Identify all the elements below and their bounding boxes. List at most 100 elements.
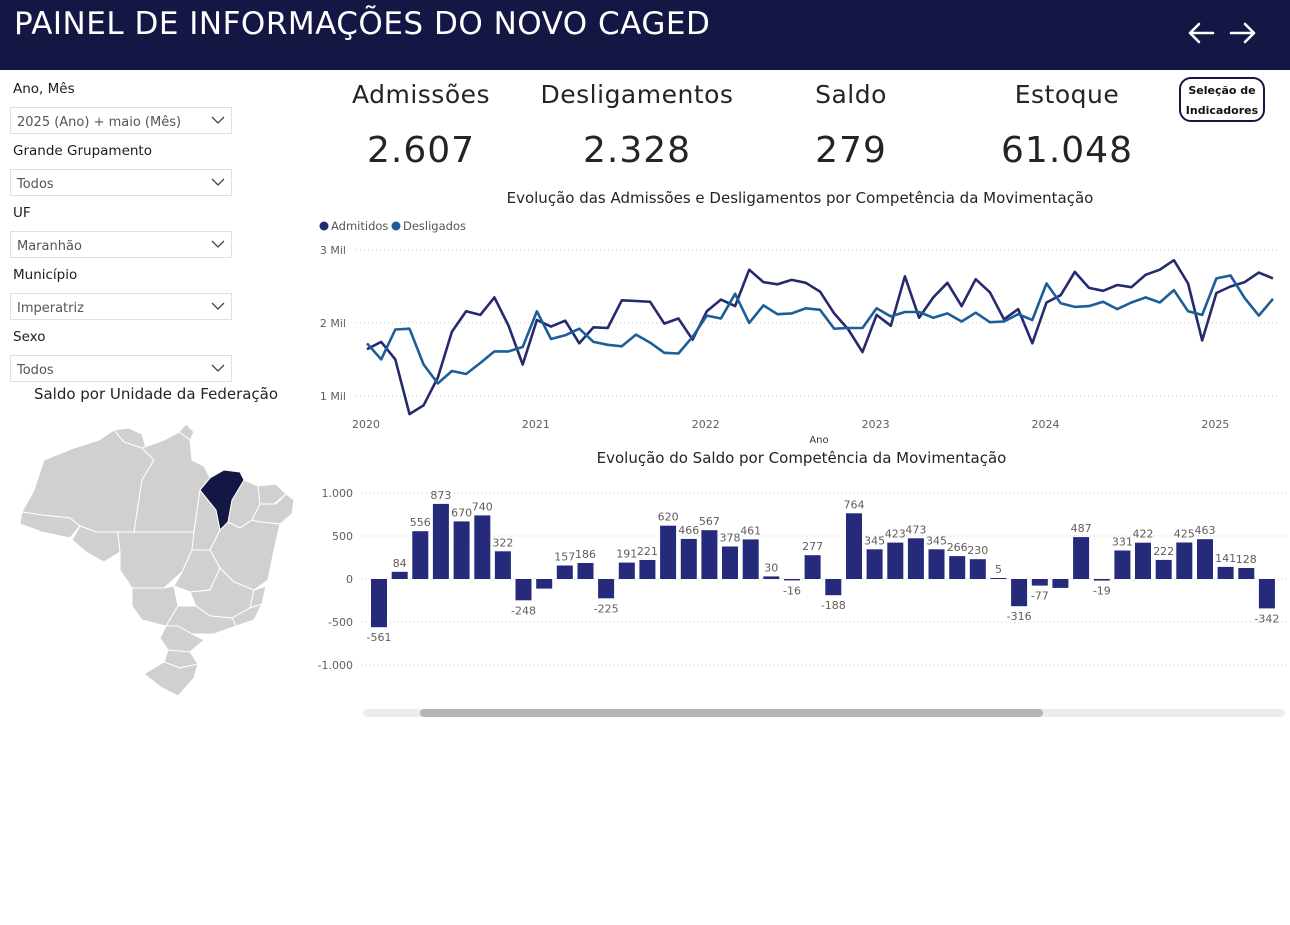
selecao-indicadores-line1: Seleção de [1188, 84, 1256, 97]
saldo-bar[interactable] [391, 571, 408, 579]
chevron-down-icon [211, 116, 225, 124]
line-chart-title: Evolução das Admissões e Desligamentos p… [506, 189, 1094, 207]
saldo-bar[interactable] [784, 579, 800, 581]
selecao-indicadores-line2: Indicadores [1185, 104, 1259, 117]
saldo-bar[interactable] [536, 579, 553, 589]
saldo-bar[interactable] [1011, 579, 1028, 607]
line-chart-xlabel: Ano [809, 435, 828, 446]
saldo-bar[interactable] [618, 562, 635, 579]
saldo-bar[interactable] [598, 579, 615, 599]
saldo-bar[interactable] [1052, 579, 1069, 588]
saldo-bar[interactable] [969, 559, 986, 579]
saldo-bar[interactable] [371, 579, 387, 628]
filter-select-grande-grupamento[interactable]: Todos [10, 169, 232, 196]
saldo-bar-label: 345 [864, 534, 885, 547]
saldo-bar-label: 345 [926, 534, 947, 547]
line-series-admitidos[interactable] [366, 258, 1274, 416]
saldo-bar[interactable] [474, 515, 491, 579]
map-title: Saldo por Unidade da Federação [33, 385, 279, 403]
saldo-bar-label: 266 [947, 541, 968, 554]
saldo-bar[interactable] [1135, 542, 1151, 579]
line-xtick-label: 2021 [522, 418, 550, 431]
saldo-bar-label: 423 [885, 528, 906, 541]
saldo-bar[interactable] [1093, 579, 1110, 581]
bar-ytick-label: -500 [328, 616, 353, 629]
saldo-bar[interactable] [1155, 559, 1172, 579]
saldo-bar-label: 222 [1153, 545, 1174, 558]
saldo-bar[interactable] [1073, 537, 1090, 579]
saldo-bar[interactable] [928, 549, 945, 579]
arrow-right-icon[interactable] [1228, 18, 1258, 48]
saldo-bar[interactable] [1031, 579, 1048, 586]
saldo-bar[interactable] [804, 555, 821, 579]
line-ytick-label: 1 Mil [320, 390, 346, 403]
map-state-ap [178, 423, 195, 441]
saldo-bar[interactable] [722, 546, 738, 580]
saldo-bar[interactable] [701, 530, 718, 579]
filter-select-ano-mes[interactable]: 2025 (Ano) + maio (Mês) [10, 107, 232, 134]
line-chart[interactable]: Admitidos Desligados 1 Mil 2 Mil 3 Mil 202… [310, 212, 1290, 448]
saldo-bar[interactable] [846, 513, 862, 579]
filter-select-municipio[interactable]: Imperatriz [10, 293, 232, 320]
saldo-bar-label: 567 [699, 515, 720, 528]
saldo-bar[interactable] [887, 542, 904, 579]
saldo-bar[interactable] [494, 551, 511, 579]
saldo-bar[interactable] [990, 578, 1007, 579]
chevron-down-icon [211, 364, 225, 372]
brazil-map[interactable] [14, 420, 299, 705]
saldo-bar[interactable] [680, 538, 697, 579]
filter-select-sexo[interactable]: Todos [10, 355, 232, 382]
saldo-bar[interactable] [825, 579, 842, 596]
saldo-bar-label: 331 [1112, 536, 1133, 549]
legend-marker-desligados [391, 221, 401, 231]
line-xtick-label: 2020 [352, 418, 380, 431]
saldo-bar-label: 230 [967, 544, 988, 557]
saldo-bar[interactable] [1258, 579, 1275, 609]
saldo-bar-label: 141 [1215, 552, 1236, 565]
saldo-bar[interactable] [1114, 550, 1131, 580]
header-bar: PAINEL DE INFORMAÇÕES DO NOVO CAGED [0, 0, 1290, 70]
selecao-indicadores-button[interactable]: Seleção de Indicadores [1179, 77, 1265, 122]
saldo-bar-label: 466 [678, 524, 699, 537]
saldo-bar-label: 277 [802, 540, 823, 553]
filter-select-uf[interactable]: Maranhão [10, 231, 232, 258]
saldo-bar[interactable] [949, 556, 966, 579]
saldo-bar[interactable] [412, 531, 429, 579]
kpi-value-admissoes: 2.607 [366, 130, 476, 171]
map-state-ro [71, 525, 121, 563]
saldo-bar-label: -561 [367, 631, 392, 644]
saldo-bar-label: 873 [430, 489, 451, 502]
saldo-bar[interactable] [1176, 542, 1193, 580]
saldo-bar-label: 5 [995, 563, 1002, 576]
saldo-bar[interactable] [639, 560, 656, 579]
saldo-bar[interactable] [556, 565, 573, 580]
saldo-bar[interactable] [660, 525, 677, 579]
saldo-bar[interactable] [866, 549, 883, 579]
line-xtick-label: 2022 [692, 418, 720, 431]
filter-value-ano-mes: 2025 (Ano) + maio (Mês) [17, 115, 182, 130]
map-state-rs [143, 661, 199, 697]
kpi-label-estoque: Estoque [1014, 80, 1120, 109]
saldo-bar-label: -225 [594, 602, 619, 615]
saldo-bar[interactable] [1217, 566, 1234, 579]
saldo-bar[interactable] [577, 563, 594, 579]
saldo-bar[interactable] [1197, 539, 1213, 579]
saldo-bar[interactable] [1238, 568, 1255, 579]
saldo-bar-label: 764 [844, 498, 865, 511]
saldo-bar-label: 221 [637, 545, 658, 558]
line-series-desligados[interactable] [366, 274, 1274, 385]
line-xtick-label: 2025 [1201, 418, 1229, 431]
saldo-bar[interactable] [763, 576, 780, 579]
line-xtick-label: 2023 [862, 418, 890, 431]
legend-label-desligados: Desligados [403, 219, 466, 233]
arrow-left-icon[interactable] [1186, 18, 1216, 48]
saldo-bar[interactable] [907, 538, 924, 579]
saldo-bar[interactable] [453, 521, 470, 579]
saldo-bar[interactable] [742, 539, 759, 579]
chart-scrollbar-thumb[interactable] [420, 709, 1043, 717]
saldo-bar[interactable] [515, 579, 532, 601]
filter-label-sexo: Sexo [13, 329, 46, 345]
saldo-bar[interactable] [432, 503, 449, 579]
saldo-bar-label: 30 [764, 561, 778, 574]
